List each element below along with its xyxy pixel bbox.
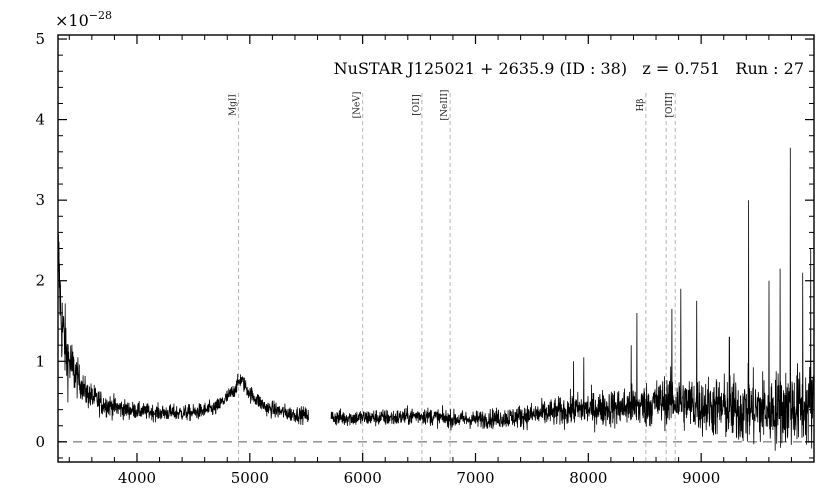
chart-title: NuSTAR J125021 + 2635.9 (ID : 38) z = 0.…: [334, 59, 804, 78]
x-tick-label: 6000: [344, 469, 382, 487]
emission-line-label: [OII]: [412, 94, 422, 116]
x-tick-label: 9000: [682, 469, 720, 487]
emission-line-label: [OIII]: [665, 92, 675, 117]
emission-line-label: [NeV]: [353, 92, 363, 119]
emission-line-label: MgII: [229, 94, 239, 117]
x-tick-label: 5000: [231, 469, 269, 487]
multiplier-base: ×10: [55, 11, 89, 30]
y-tick-label: 0: [35, 433, 45, 451]
plot-frame: [57, 34, 815, 463]
y-tick-label: 5: [35, 30, 45, 48]
y-multiplier-label: ×10−28: [55, 9, 112, 30]
emission-line-markers: [238, 93, 676, 462]
emission-line-labels: MgII [NeV] [OII] [NeIII] Hβ [OIII]: [229, 90, 676, 121]
y-tick-labels: 0 1 2 3 4 5: [35, 30, 45, 451]
y-tick-label: 4: [35, 111, 45, 129]
spectrum-line: [57, 224, 309, 426]
x-tick-label: 4000: [118, 469, 156, 487]
x-tick-label: 8000: [569, 469, 607, 487]
multiplier-exponent: −28: [89, 9, 112, 22]
axis-ticks: [58, 35, 814, 462]
spectrum-series: [57, 147, 815, 451]
y-tick-label: 2: [35, 272, 45, 290]
x-tick-labels: 4000 5000 6000 7000 8000 9000: [118, 469, 720, 487]
y-tick-label: 1: [35, 352, 45, 370]
spectrum-line: [330, 147, 815, 451]
emission-line-label: Hβ: [636, 98, 646, 111]
y-tick-label: 3: [35, 191, 45, 209]
emission-line-label: [NeIII]: [440, 90, 450, 121]
x-tick-label: 7000: [456, 469, 494, 487]
